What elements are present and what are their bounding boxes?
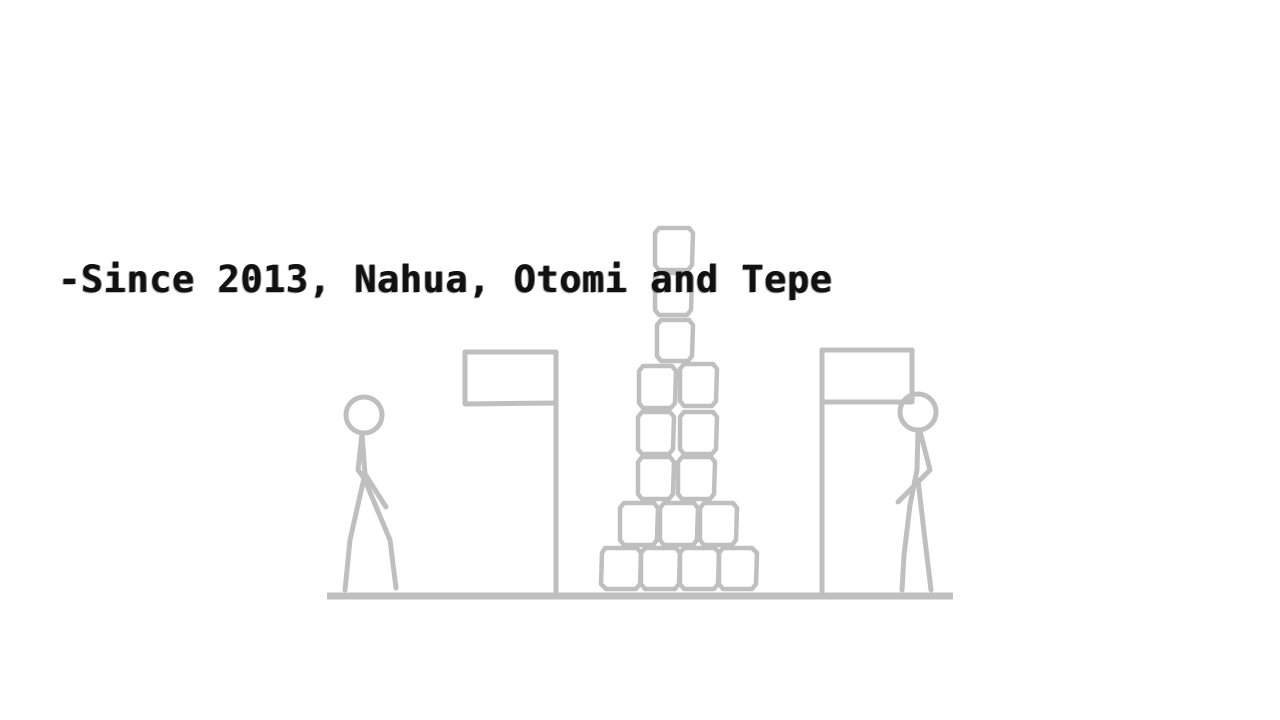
block-pyramid	[598, 225, 760, 592]
flag-right	[819, 347, 915, 596]
stick-figure-left	[342, 394, 399, 593]
caption-text: -Since 2013, Nahua, Otomi and Tepe	[58, 258, 833, 301]
flag-left	[462, 349, 559, 596]
stick-figure-right	[895, 391, 939, 593]
